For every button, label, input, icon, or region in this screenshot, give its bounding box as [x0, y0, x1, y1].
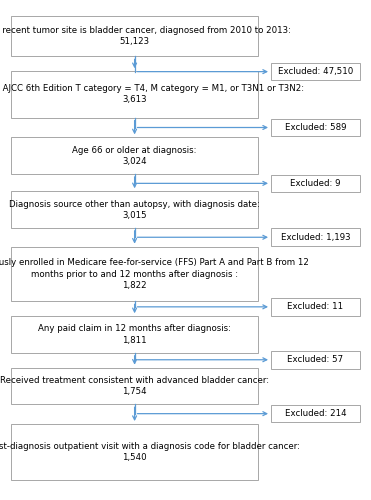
Text: Excluded: 589: Excluded: 589	[285, 123, 346, 132]
FancyBboxPatch shape	[11, 191, 258, 228]
Text: Most recent tumor site is bladder cancer, diagnosed from 2010 to 2013:
51,123: Most recent tumor site is bladder cancer…	[0, 26, 290, 46]
FancyBboxPatch shape	[271, 298, 360, 316]
FancyBboxPatch shape	[271, 174, 360, 192]
Text: Excluded: 214: Excluded: 214	[285, 409, 346, 418]
Text: Any paid claim in 12 months after diagnosis:
1,811: Any paid claim in 12 months after diagno…	[38, 324, 231, 344]
FancyBboxPatch shape	[271, 351, 360, 368]
FancyBboxPatch shape	[11, 16, 258, 56]
Text: Derived AJCC 6th Edition T category = T4, M category = M1, or T3N1 or T3N2:
3,61: Derived AJCC 6th Edition T category = T4…	[0, 84, 303, 104]
Text: Excluded: 57: Excluded: 57	[288, 356, 344, 364]
Text: Diagnosis source other than autopsy, with diagnosis date:
3,015: Diagnosis source other than autopsy, wit…	[9, 200, 260, 220]
FancyBboxPatch shape	[271, 63, 360, 80]
FancyBboxPatch shape	[271, 405, 360, 422]
Text: Excluded: 1,193: Excluded: 1,193	[281, 233, 350, 242]
FancyBboxPatch shape	[271, 228, 360, 246]
Text: Excluded: 9: Excluded: 9	[290, 179, 341, 188]
Text: Excluded: 47,510: Excluded: 47,510	[278, 67, 353, 76]
Text: Age 66 or older at diagnosis:
3,024: Age 66 or older at diagnosis: 3,024	[72, 146, 197, 166]
FancyBboxPatch shape	[11, 424, 258, 480]
FancyBboxPatch shape	[11, 71, 258, 118]
FancyBboxPatch shape	[11, 368, 258, 405]
Text: Excluded: 11: Excluded: 11	[288, 302, 344, 312]
Text: Any post-diagnosis outpatient visit with a diagnosis code for bladder cancer:
1,: Any post-diagnosis outpatient visit with…	[0, 442, 300, 462]
FancyBboxPatch shape	[11, 246, 258, 302]
FancyBboxPatch shape	[11, 316, 258, 353]
FancyBboxPatch shape	[271, 118, 360, 136]
FancyBboxPatch shape	[11, 138, 258, 174]
Text: Continuously enrolled in Medicare fee-for-service (FFS) Part A and Part B from 1: Continuously enrolled in Medicare fee-fo…	[0, 258, 309, 290]
Text: Received treatment consistent with advanced bladder cancer:
1,754: Received treatment consistent with advan…	[0, 376, 269, 396]
